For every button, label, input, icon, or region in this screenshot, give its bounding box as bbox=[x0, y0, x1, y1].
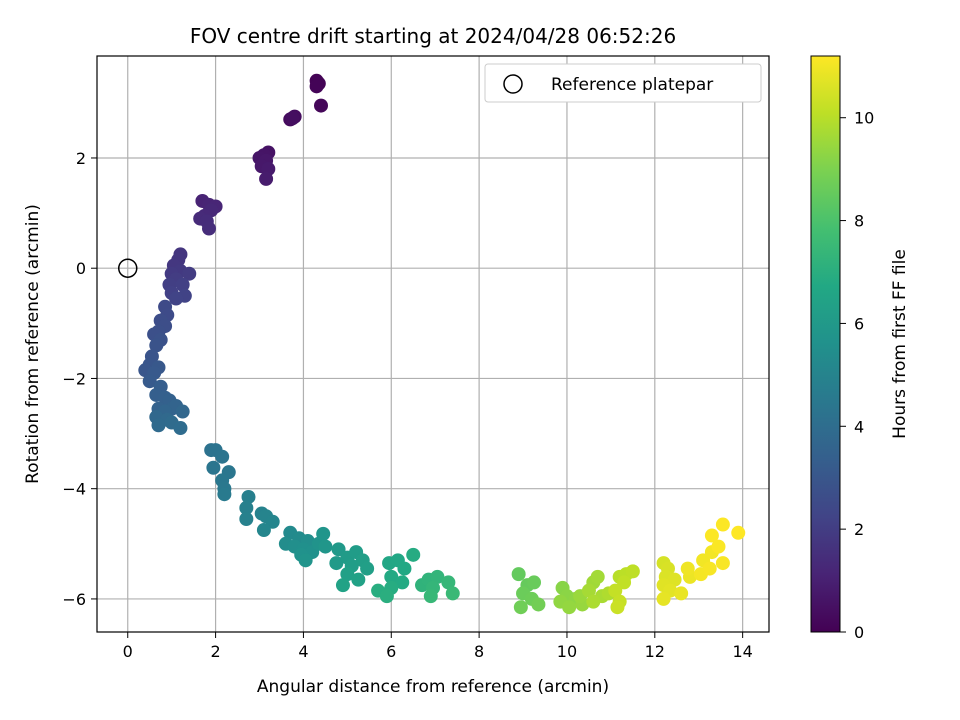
data-point bbox=[384, 569, 399, 584]
x-tick-label: 8 bbox=[474, 642, 484, 661]
plot-frame bbox=[96, 55, 770, 633]
legend-label: Reference platepar bbox=[551, 75, 713, 95]
x-ticks: 0 2 4 6 8 10 12 14 bbox=[123, 632, 753, 661]
y-tick-label: −2 bbox=[62, 369, 86, 388]
data-point bbox=[206, 460, 221, 475]
data-point bbox=[586, 594, 601, 609]
data-point bbox=[335, 578, 350, 593]
data-point bbox=[397, 561, 412, 576]
data-point bbox=[241, 489, 256, 504]
colorbar-tick-label: 0 bbox=[854, 623, 864, 642]
data-point bbox=[715, 517, 730, 532]
data-point bbox=[562, 600, 577, 615]
colorbar: 0 2 4 6 8 10 Hours from first FF file bbox=[810, 55, 910, 642]
y-tick-label: −6 bbox=[62, 590, 86, 609]
data-point bbox=[610, 600, 625, 615]
data-points bbox=[138, 73, 746, 615]
data-point bbox=[423, 589, 438, 604]
data-point bbox=[711, 539, 726, 554]
data-point bbox=[441, 575, 456, 590]
data-point bbox=[625, 564, 640, 579]
grid bbox=[97, 56, 769, 632]
data-point bbox=[151, 418, 166, 433]
x-axis-label: Angular distance from reference (arcmin) bbox=[257, 677, 609, 697]
data-point bbox=[318, 539, 333, 554]
legend-box bbox=[484, 63, 762, 103]
data-point bbox=[608, 583, 623, 598]
colorbar-ticks: 0 2 4 6 8 10 bbox=[840, 109, 874, 642]
data-point bbox=[360, 561, 375, 576]
data-point bbox=[513, 600, 528, 615]
data-point bbox=[680, 561, 695, 576]
y-tick-label: −4 bbox=[62, 480, 86, 499]
x-tick-label: 12 bbox=[645, 642, 665, 661]
data-point bbox=[309, 79, 324, 94]
data-point bbox=[430, 569, 445, 584]
x-tick-label: 4 bbox=[298, 642, 308, 661]
data-point bbox=[731, 525, 746, 540]
data-point bbox=[704, 528, 719, 543]
y-ticks: −6 −4 −2 0 2 bbox=[62, 149, 97, 609]
y-tick-label: 2 bbox=[76, 149, 86, 168]
data-point bbox=[702, 561, 717, 576]
data-point bbox=[202, 221, 216, 236]
data-point bbox=[175, 404, 190, 419]
data-point bbox=[531, 597, 546, 612]
data-point bbox=[667, 572, 682, 587]
data-point bbox=[656, 591, 671, 606]
x-tick-label: 6 bbox=[386, 642, 396, 661]
data-point bbox=[239, 512, 254, 527]
data-point bbox=[590, 569, 605, 584]
legend: Reference platepar bbox=[484, 63, 762, 103]
x-tick-label: 0 bbox=[123, 642, 133, 661]
data-point bbox=[285, 111, 300, 126]
data-point bbox=[239, 500, 254, 515]
reference-point bbox=[117, 258, 138, 278]
x-tick-label: 14 bbox=[732, 642, 752, 661]
x-tick-label: 10 bbox=[557, 642, 577, 661]
colorbar-tick-label: 10 bbox=[854, 109, 874, 128]
data-point bbox=[265, 514, 280, 529]
data-point bbox=[169, 291, 184, 306]
data-point bbox=[329, 556, 344, 571]
data-point bbox=[511, 567, 526, 582]
colorbar-gradient bbox=[810, 55, 841, 633]
colorbar-tick-label: 4 bbox=[854, 417, 864, 436]
data-point bbox=[331, 542, 346, 557]
data-point bbox=[395, 575, 410, 590]
data-point bbox=[142, 374, 157, 389]
data-point bbox=[527, 575, 542, 590]
data-point bbox=[406, 547, 421, 562]
data-point bbox=[581, 583, 596, 598]
colorbar-tick-label: 6 bbox=[854, 314, 864, 333]
data-point bbox=[149, 338, 164, 353]
x-tick-label: 2 bbox=[210, 642, 220, 661]
data-point bbox=[674, 586, 689, 601]
data-point bbox=[340, 567, 355, 582]
y-axis-label: Rotation from reference (arcmin) bbox=[23, 204, 43, 484]
data-point bbox=[256, 523, 271, 538]
data-point bbox=[617, 575, 632, 590]
data-point bbox=[379, 589, 394, 604]
data-point bbox=[715, 556, 730, 571]
legend-marker bbox=[503, 74, 523, 94]
data-point bbox=[298, 553, 313, 568]
data-point bbox=[351, 572, 366, 587]
data-point bbox=[314, 98, 328, 113]
data-point bbox=[215, 449, 230, 464]
chart-title: FOV centre drift starting at 2024/04/28 … bbox=[190, 24, 676, 48]
colorbar-tick-label: 2 bbox=[854, 520, 864, 539]
colorbar-label: Hours from first FF file bbox=[890, 249, 910, 439]
data-point bbox=[173, 421, 188, 436]
y-tick-label: 0 bbox=[76, 259, 86, 278]
data-point bbox=[182, 266, 197, 281]
data-point bbox=[175, 277, 190, 292]
data-point bbox=[445, 586, 460, 601]
data-point bbox=[217, 487, 232, 502]
colorbar-tick-label: 8 bbox=[854, 212, 864, 231]
data-point bbox=[316, 526, 331, 541]
data-point bbox=[259, 171, 274, 186]
